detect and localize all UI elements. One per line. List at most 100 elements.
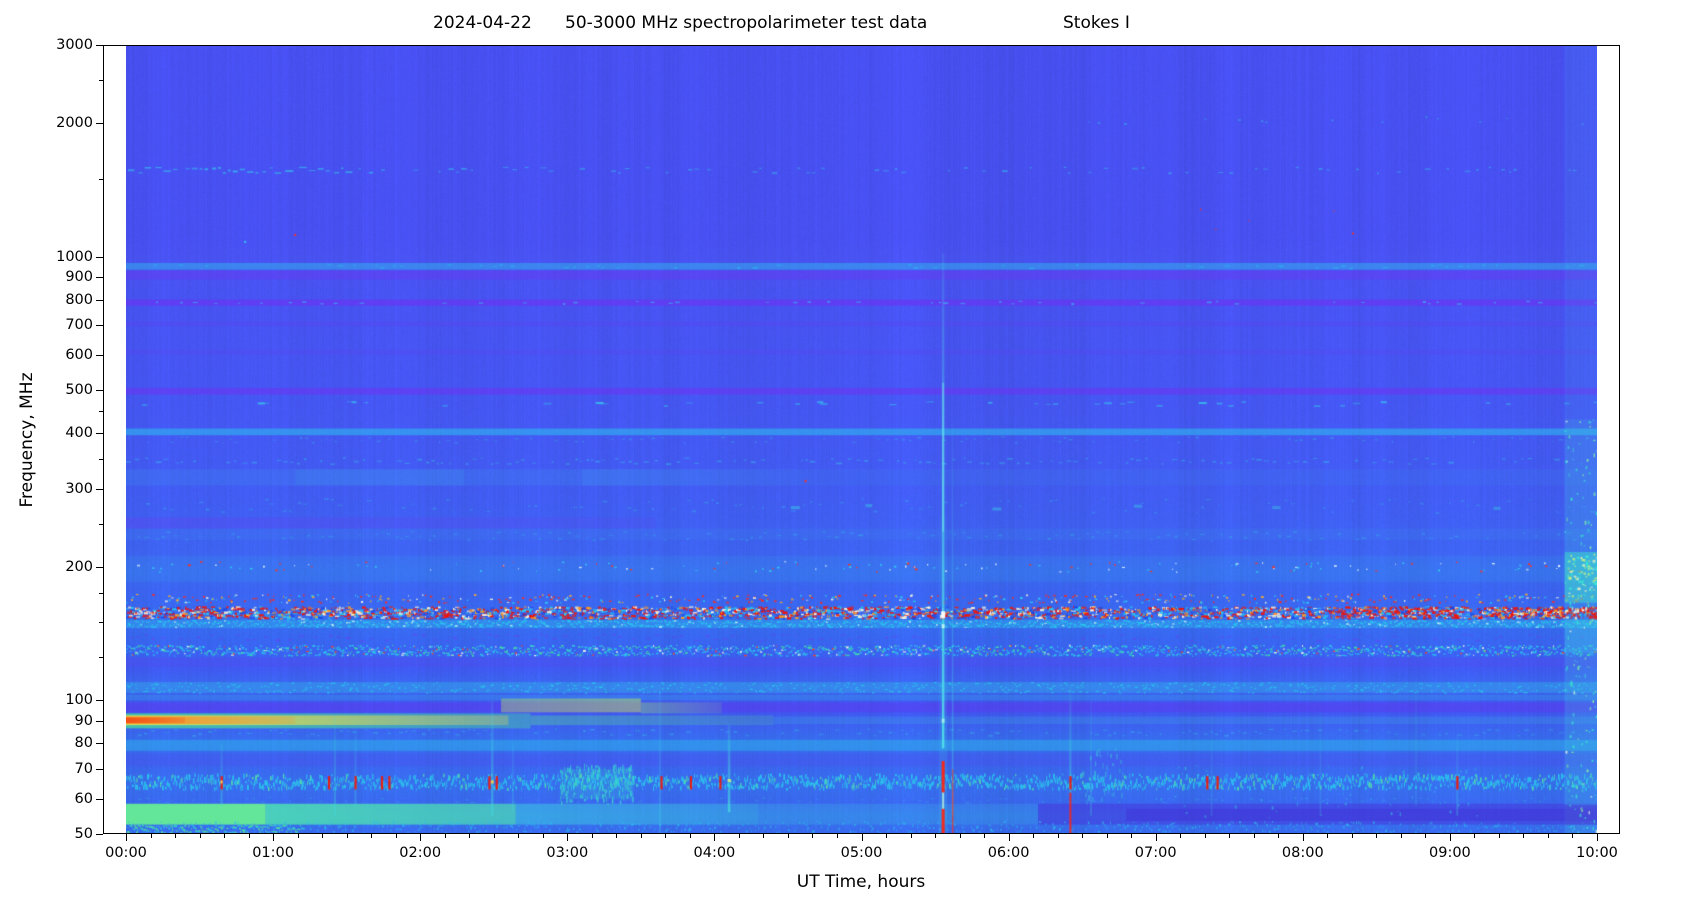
x-minor-tick [248, 834, 250, 838]
x-minor-tick [322, 834, 324, 838]
x-minor-tick [1131, 834, 1133, 838]
y-major-tick [96, 325, 103, 327]
x-minor-tick [1400, 834, 1402, 838]
x-minor-tick [616, 834, 618, 838]
x-minor-tick [836, 834, 838, 838]
y-tick-label: 90 [74, 712, 93, 729]
y-major-tick [96, 720, 103, 722]
x-minor-tick [910, 834, 912, 838]
y-tick-label: 60 [74, 790, 93, 807]
x-minor-tick [1572, 834, 1574, 838]
y-major-tick [96, 355, 103, 357]
x-minor-tick [984, 834, 986, 838]
title-main: 50-3000 MHz spectropolarimeter test data [565, 13, 928, 33]
y-minor-tick [99, 459, 103, 460]
spectrogram-canvas [126, 45, 1597, 834]
x-tick-label: 05:00 [840, 845, 883, 861]
y-major-tick [96, 123, 103, 125]
y-tick-label: 50 [74, 826, 93, 842]
y-minor-tick [99, 178, 103, 180]
y-minor-tick [99, 622, 103, 624]
y-axis-label: Frequency, MHz [17, 372, 37, 508]
y-major-tick [96, 566, 103, 568]
x-minor-tick [346, 834, 348, 838]
y-tick-label: 70 [74, 761, 93, 778]
x-minor-tick [1229, 834, 1231, 838]
x-tick-label: 01:00 [252, 845, 294, 861]
y-minor-tick [99, 80, 103, 82]
y-tick-label: 600 [65, 347, 93, 364]
y-tick-label: 1000 [56, 248, 93, 265]
x-minor-tick [199, 834, 201, 838]
x-minor-tick [1547, 834, 1549, 838]
y-tick-label: 100 [65, 692, 93, 709]
y-major-tick [96, 743, 103, 745]
y-major-tick [96, 769, 103, 771]
y-major-tick [96, 834, 103, 835]
x-minor-tick [518, 834, 520, 838]
x-minor-tick [665, 834, 667, 838]
y-major-tick [96, 700, 103, 702]
y-major-tick [96, 45, 103, 46]
x-major-tick [1302, 834, 1304, 841]
y-major-tick [96, 798, 103, 800]
x-tick-label: 06:00 [987, 845, 1030, 861]
y-tick-label: 400 [65, 425, 93, 442]
x-minor-tick [640, 834, 642, 838]
x-tick-label: 02:00 [399, 845, 442, 861]
y-minor-tick [99, 410, 103, 412]
x-minor-tick [812, 834, 814, 838]
x-minor-tick [371, 834, 373, 838]
x-minor-tick [1253, 834, 1255, 838]
x-minor-tick [959, 834, 961, 838]
x-tick-label: 04:00 [693, 845, 736, 861]
x-major-tick [420, 834, 422, 841]
y-major-tick [96, 299, 103, 301]
y-minor-tick [99, 657, 103, 659]
x-tick-label: 03:00 [546, 845, 589, 861]
x-major-tick [126, 834, 127, 841]
title-stokes: Stokes I [1063, 13, 1130, 33]
y-tick-label: 800 [65, 291, 93, 308]
x-minor-tick [1180, 834, 1182, 838]
x-major-tick [1155, 834, 1157, 841]
y-major-tick [96, 488, 103, 490]
y-tick-label: 700 [65, 317, 93, 334]
x-minor-tick [224, 834, 226, 838]
x-minor-tick [444, 834, 446, 838]
x-minor-tick [1523, 834, 1525, 838]
x-minor-tick [493, 834, 495, 838]
x-minor-tick [469, 834, 471, 838]
x-tick-label: 09:00 [1428, 845, 1471, 861]
y-tick-label: 300 [65, 480, 93, 497]
x-minor-tick [1278, 834, 1280, 838]
x-major-tick [567, 834, 569, 841]
x-minor-tick [886, 834, 888, 838]
x-minor-tick [1498, 834, 1500, 838]
x-minor-tick [395, 834, 397, 838]
y-tick-label: 3000 [56, 37, 93, 53]
y-tick-label: 500 [65, 382, 93, 399]
x-minor-tick [1327, 834, 1329, 838]
x-major-tick [714, 834, 716, 841]
x-major-tick [861, 834, 863, 841]
y-tick-label: 80 [74, 735, 93, 752]
x-minor-tick [1106, 834, 1108, 838]
y-major-tick [96, 433, 103, 435]
x-minor-tick [787, 834, 789, 838]
x-major-tick [1597, 834, 1598, 841]
x-tick-label: 07:00 [1134, 845, 1177, 861]
x-axis-label: UT Time, hours [796, 872, 926, 892]
y-major-tick [96, 277, 103, 278]
x-minor-tick [150, 834, 152, 838]
x-minor-tick [1474, 834, 1476, 838]
y-tick-label: 900 [65, 269, 93, 285]
x-tick-label: 00:00 [105, 845, 147, 861]
x-minor-tick [738, 834, 740, 838]
y-major-tick [96, 256, 103, 258]
x-minor-tick [1033, 834, 1035, 838]
x-major-tick [1008, 834, 1010, 841]
y-tick-label: 2000 [56, 115, 93, 132]
x-minor-tick [591, 834, 593, 838]
x-tick-label: 10:00 [1576, 845, 1618, 861]
